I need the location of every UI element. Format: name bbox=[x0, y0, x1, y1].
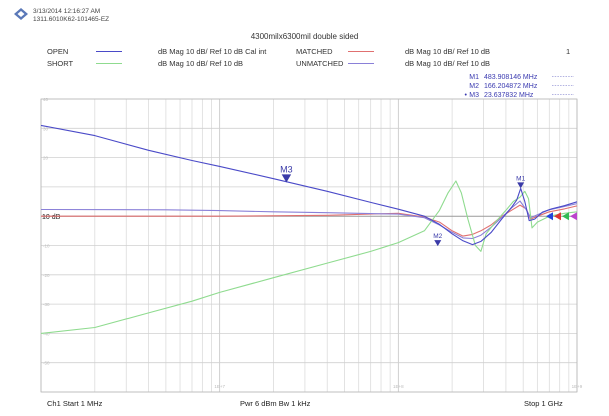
marker-label: M1 bbox=[516, 175, 525, 182]
marker-triangle bbox=[434, 240, 442, 247]
trace-open bbox=[40, 124, 578, 246]
marker-label: M2 bbox=[433, 233, 442, 240]
readout-frequency: 23.637832 MHz bbox=[484, 92, 534, 99]
plot-frame bbox=[40, 98, 578, 393]
x-tick-label: 1E+7 bbox=[214, 384, 225, 389]
legend-open-name: OPEN bbox=[47, 47, 69, 56]
legend-matched-name: MATCHED bbox=[296, 47, 333, 56]
footer-start: Ch1 Start 1 MHz bbox=[47, 399, 103, 408]
legend-unmatched-name: UNMATCHED bbox=[296, 59, 344, 68]
legend-matched-settings: dB Mag 10 dB/ Ref 10 dB bbox=[405, 47, 491, 56]
trace-short bbox=[40, 180, 578, 334]
marker-readout-table: M1 483.908146 MHz M2 166.204872 MHz M3• 23.63… bbox=[465, 74, 574, 99]
trace-reference-arrow bbox=[570, 212, 577, 221]
legend-open-swatch bbox=[96, 51, 122, 52]
x-tick-label: 1E+8 bbox=[393, 384, 404, 389]
readout-marker-id: M1 bbox=[469, 74, 479, 81]
legend-short-settings: dB Mag 10 dB/ Ref 10 dB bbox=[158, 59, 244, 68]
legend-open-settings: dB Mag 10 dB/ Ref 10 dB Cal int bbox=[158, 47, 267, 56]
legend-unmatched-swatch bbox=[348, 63, 374, 64]
trace-matched bbox=[41, 204, 578, 237]
footer-power-bandwidth: Pwr 6 dBm Bw 1 kHz bbox=[240, 399, 311, 408]
y-tick-label: -50 bbox=[43, 361, 50, 366]
reference-level-label: 10 dB bbox=[42, 214, 61, 221]
grid-lines bbox=[40, 98, 578, 393]
readout-marker-id: M2 bbox=[469, 83, 479, 90]
y-tick-label: -30 bbox=[43, 302, 50, 307]
rohde-schwarz-logo-icon bbox=[14, 8, 28, 20]
marker-label: M3 bbox=[280, 164, 293, 174]
y-tick-label: -10 bbox=[43, 244, 50, 249]
y-tick-label: -20 bbox=[43, 273, 50, 278]
readout-marker-id: M3 bbox=[469, 92, 479, 99]
legend-unmatched-settings: dB Mag 10 dB/ Ref 10 dB bbox=[405, 59, 491, 68]
marker-triangle bbox=[281, 174, 292, 183]
legend-short-name: SHORT bbox=[47, 59, 74, 68]
readout-frequency: 483.908146 MHz bbox=[484, 74, 538, 81]
marker-m2: M2 bbox=[433, 233, 443, 247]
trace-reference-arrow bbox=[562, 212, 569, 221]
marker-m3: M3 bbox=[280, 164, 293, 183]
trace-reference-arrow bbox=[546, 212, 553, 221]
marker-m1: M1 bbox=[516, 175, 526, 189]
device-id: 1311.6010K62-101465-EZ bbox=[33, 16, 110, 23]
y-tick-label: 20 bbox=[43, 156, 49, 161]
timestamp: 3/13/2014 12:16:27 AM bbox=[33, 8, 101, 15]
x-tick-label: 1E+9 bbox=[572, 384, 583, 389]
legend-short-swatch bbox=[96, 63, 122, 64]
legend-matched-swatch bbox=[348, 51, 374, 52]
chart-title: 4300milx6300mil double sided bbox=[250, 32, 359, 41]
trace-unmatched bbox=[40, 200, 578, 240]
readout-frequency: 166.204872 MHz bbox=[484, 83, 538, 90]
active-marker-indicator: • bbox=[465, 92, 468, 99]
channel-number: 1 bbox=[566, 47, 571, 56]
y-tick-label: 30 bbox=[43, 126, 49, 131]
trace-reference-arrow bbox=[554, 212, 561, 221]
y-tick-label: -40 bbox=[43, 331, 50, 336]
y-tick-label: 40 bbox=[43, 97, 49, 102]
footer-stop: Stop 1 GHz bbox=[524, 399, 563, 408]
marker-triangle bbox=[517, 182, 525, 189]
